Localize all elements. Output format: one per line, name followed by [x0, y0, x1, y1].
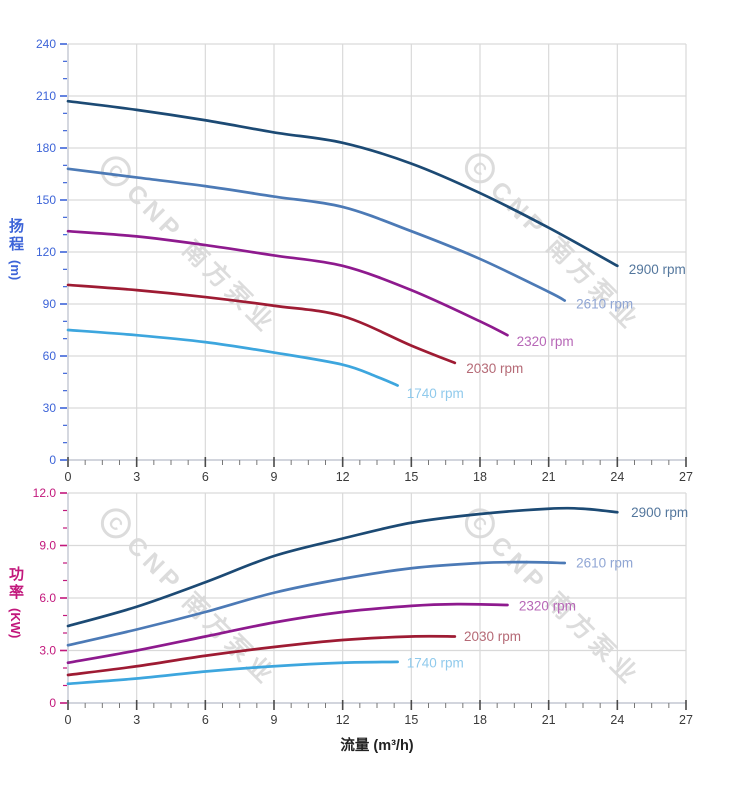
x-tick-label: 24: [610, 470, 624, 484]
series-curve-1740-rpm: [66, 328, 399, 387]
x-tick-label: 3: [133, 713, 140, 727]
x-tick-label: 27: [679, 470, 693, 484]
series-curve-2320-rpm: [66, 602, 509, 665]
x-tick-label: 15: [404, 713, 418, 727]
x-tick-label: 12: [336, 470, 350, 484]
x-tick-label: 15: [404, 470, 418, 484]
y-tick-label: 180: [36, 141, 56, 155]
series-curve-2900-rpm: [66, 506, 619, 628]
power-flow-chart: 0 3.0 6.0 9.0 12.0 0 3 6 9 12 15 18 21 24 27 流量 (m³/h) 2…: [33, 487, 693, 754]
x-tick-label: 6: [202, 713, 209, 727]
x-tick-label: 21: [542, 713, 556, 727]
series-curve-2030-rpm: [66, 283, 457, 365]
head-axis-unit: (m): [8, 260, 23, 281]
series-label-2900-rpm: 2900 rpm: [629, 262, 686, 277]
x-tick-label: 21: [542, 470, 556, 484]
x-tick-label: 27: [679, 713, 693, 727]
y-tick-label: 30: [43, 401, 57, 415]
series-label-2610-rpm: 2610 rpm: [576, 556, 633, 571]
y-tick-label: 240: [36, 37, 56, 51]
series-curve-2610-rpm: [66, 167, 567, 302]
x-tick-label: 0: [65, 470, 72, 484]
series-curve-2900-rpm: [66, 99, 619, 268]
y-tick-label: 60: [43, 349, 57, 363]
series-label-2030-rpm: 2030 rpm: [464, 629, 521, 644]
x-tick-label: 18: [473, 470, 487, 484]
series-label-1740-rpm: 1740 rpm: [407, 655, 464, 670]
y-tick-label: 12.0: [33, 487, 57, 500]
x-tick-label: 9: [271, 713, 278, 727]
power-axis-label: 功率: [7, 566, 24, 602]
y-tick-label: 3.0: [39, 644, 56, 658]
series-curve-2610-rpm: [66, 560, 567, 647]
head-axis-label: 扬程: [7, 218, 24, 254]
x-tick-label: 9: [271, 470, 278, 484]
series-curve-2320-rpm: [66, 229, 509, 337]
power-axis-title: 功率 (KW): [5, 566, 26, 638]
head-flow-chart: 0 30 60 90 120 150 180 210 240 0 3 6 9 12 15 18 21 24 27 29…: [36, 37, 693, 484]
x-tick-label: 18: [473, 713, 487, 727]
y-tick-label: 0: [49, 453, 56, 467]
series-label-1740-rpm: 1740 rpm: [407, 386, 464, 401]
power-axis-unit: (KW): [8, 608, 23, 639]
series-label-2030-rpm: 2030 rpm: [466, 361, 523, 376]
series-label-2900-rpm: 2900 rpm: [631, 505, 688, 520]
y-tick-label: 210: [36, 89, 56, 103]
y-tick-label: 0: [49, 696, 56, 710]
y-tick-label: 150: [36, 193, 56, 207]
y-tick-label: 120: [36, 245, 56, 259]
x-tick-label: 12: [336, 713, 350, 727]
x-tick-label: 3: [133, 470, 140, 484]
series-label-2320-rpm: 2320 rpm: [517, 334, 574, 349]
series-label-2610-rpm: 2610 rpm: [576, 297, 633, 312]
head-axis-title: 扬程 (m): [5, 218, 26, 280]
y-tick-label: 6.0: [39, 591, 56, 605]
series-curve-2030-rpm: [66, 634, 457, 677]
flow-axis-title: 流量 (m³/h): [340, 736, 413, 754]
x-tick-label: 0: [65, 713, 72, 727]
series-label-2320-rpm: 2320 rpm: [519, 599, 576, 614]
y-tick-label: 90: [43, 297, 57, 311]
y-tick-label: 9.0: [39, 539, 56, 553]
series-curve-1740-rpm: [66, 660, 399, 686]
x-tick-label: 24: [610, 713, 624, 727]
x-tick-label: 6: [202, 470, 209, 484]
